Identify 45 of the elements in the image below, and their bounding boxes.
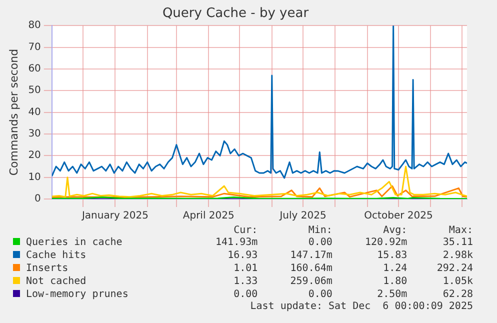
text: Min: bbox=[307, 225, 334, 236]
text: Cur: bbox=[232, 225, 259, 236]
text: 141.93m bbox=[214, 236, 259, 249]
y-tick-label: 50 bbox=[28, 85, 41, 96]
text: 1.24 bbox=[382, 262, 408, 275]
text: 0.00 bbox=[307, 288, 334, 301]
text: 1.33 bbox=[232, 275, 259, 288]
text: 62.28 bbox=[442, 288, 474, 301]
text: 35.11 bbox=[442, 236, 474, 249]
legend-label: Inserts bbox=[25, 262, 70, 275]
y-tick-label: 0 bbox=[34, 194, 41, 205]
y-tick-label: 40 bbox=[28, 106, 41, 118]
text: 120.92m bbox=[364, 236, 408, 249]
text: 292.24 bbox=[436, 262, 474, 275]
x-tick-label: April 2025 bbox=[182, 210, 234, 222]
legend-label: Low-memory prunes bbox=[25, 288, 130, 301]
text: 1.05k bbox=[442, 275, 474, 288]
text: 0.00 bbox=[307, 236, 334, 249]
legend-label: Cache hits bbox=[25, 249, 88, 262]
x-tick-label: July 2025 bbox=[278, 210, 326, 222]
text: 147.17m bbox=[289, 249, 334, 262]
text: 16.93 bbox=[226, 249, 259, 262]
y-tick-label: 60 bbox=[28, 64, 41, 75]
text: 2.98k bbox=[442, 249, 474, 262]
x-tick-label: January 2025 bbox=[80, 210, 148, 222]
text: 1.01 bbox=[232, 262, 259, 275]
text: 160.64m bbox=[289, 262, 334, 275]
y-tick-label: 70 bbox=[28, 42, 41, 53]
text: 2.50m bbox=[376, 288, 408, 301]
text: 0.00 bbox=[232, 288, 259, 301]
y-tick-label: 20 bbox=[28, 150, 41, 162]
legend-label: Not cached bbox=[25, 275, 88, 288]
text: Avg: bbox=[382, 225, 408, 236]
text: Last update: Sat Dec 6 00:00:09 2025 bbox=[249, 301, 474, 312]
chart-title: Query Cache - by year bbox=[162, 6, 310, 22]
y-tick-label: 80 bbox=[28, 20, 41, 32]
text: 15.83 bbox=[376, 249, 408, 262]
x-tick-label: October 2025 bbox=[364, 210, 433, 222]
y-tick-label: 10 bbox=[28, 172, 41, 183]
text: 259.06m bbox=[289, 275, 334, 288]
text: 1.80 bbox=[382, 275, 408, 288]
text: Max: bbox=[448, 225, 474, 236]
y-tick-label: 30 bbox=[28, 128, 41, 140]
y-axis-title: Commands per second bbox=[7, 48, 20, 176]
legend-label: Queries in cache bbox=[25, 236, 124, 249]
